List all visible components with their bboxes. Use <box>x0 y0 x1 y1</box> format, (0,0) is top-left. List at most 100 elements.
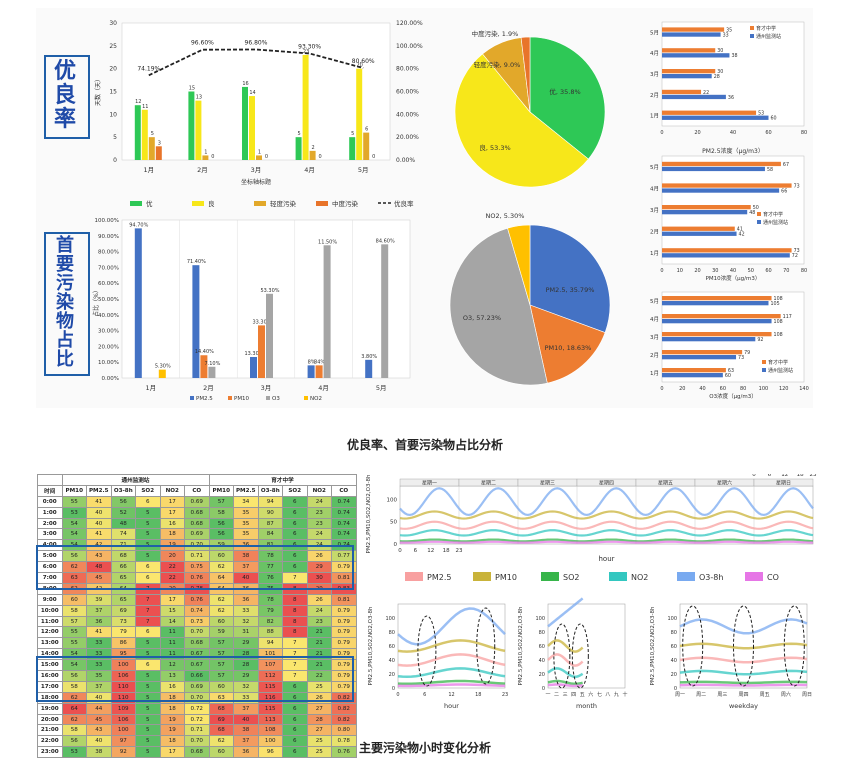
heatmap-cell: 0.79 <box>331 670 357 682</box>
day-label: 星期一 <box>422 481 437 487</box>
x-tick-label: 周一 <box>675 692 685 698</box>
bar-优 <box>242 86 248 160</box>
heatmap-cell: 5 <box>135 506 161 519</box>
heatmap-cell: 57 <box>208 637 234 650</box>
heatmap-cell: 40 <box>86 517 112 530</box>
series-line <box>399 487 814 517</box>
pie-slice <box>529 36 606 160</box>
hbar-value-label: 28 <box>714 74 720 80</box>
heatmap-cell: 6 <box>282 495 308 508</box>
x-tick-label: 周五 <box>760 692 770 698</box>
x-tick-label: 1月 <box>143 166 154 174</box>
x-tick-label: 2月 <box>197 166 208 174</box>
heatmap-cell: 69 <box>110 604 136 617</box>
series-line <box>547 597 584 628</box>
heatmap-cell: 8 <box>282 604 308 617</box>
legend-swatch <box>405 572 423 581</box>
heatmap-cell: 62 <box>208 604 234 617</box>
heatmap-col-header: CO <box>331 484 357 497</box>
x-tick-label: 18 <box>443 548 450 554</box>
legend-swatch <box>750 34 754 38</box>
heatmap-cell: 88 <box>257 626 283 639</box>
bar-轻度污染 <box>256 155 262 160</box>
heatmap-cell: 6 <box>282 517 308 530</box>
hbar-value-label: 38 <box>731 53 737 59</box>
heatmap-cell: 54 <box>61 648 87 661</box>
heatmap-cell: 59 <box>208 626 234 639</box>
heatmap-cell: 48 <box>110 517 136 530</box>
heatmap-time-cell: 2:00 <box>37 517 63 530</box>
y-tick-label: 80 <box>389 630 395 636</box>
primary-pollutant-side-label: 首要污染物占比 <box>45 236 85 369</box>
bar-良 <box>356 68 363 160</box>
x-tick-label-top: 6 <box>768 474 772 478</box>
x-axis-label: PM10浓度（μg/m3） <box>706 274 761 282</box>
x-tick-label: 100 <box>759 386 769 392</box>
heatmap-cell: 0.81 <box>331 593 357 606</box>
y-tick-label: 1月 <box>650 370 659 377</box>
heatmap-col-header: O3-8h <box>110 484 136 497</box>
heatmap-cell: 0.80 <box>331 724 357 737</box>
heatmap-header-row: 时间 PM10 PM2.5 O3-8h SO2 NO2 CO PM10 PM2.5 O3-8h SO… <box>37 484 357 497</box>
heatmap-cell: 11 <box>159 626 185 639</box>
y-tick-label: 30.00% <box>98 329 119 335</box>
line-value-label: 74.19% <box>137 65 160 72</box>
bar-value-label: 23 <box>303 49 309 55</box>
x-tick-label-top: 23 <box>810 474 817 478</box>
heatmap-cell: 5 <box>135 702 161 715</box>
side-label-char: 率 <box>53 107 76 132</box>
bar-value-label: 5 <box>351 131 354 137</box>
heatmap-cell: 90 <box>257 506 283 519</box>
pie-slice <box>529 304 606 384</box>
pie-label: 中度污染, 1.9% <box>472 29 519 38</box>
hbar-value-label: 108 <box>774 296 783 302</box>
heatmap-cell: 6 <box>282 702 308 715</box>
legend-label: O3 <box>272 396 280 402</box>
hbar-育才中学 <box>662 350 743 355</box>
heatmap-col-header: 时间 <box>37 484 63 497</box>
heatmap-col-header: SO2 <box>282 484 308 497</box>
legend-label: 优良率 <box>394 199 414 208</box>
x-tick-label: 4月 <box>318 384 329 392</box>
legend-swatch <box>266 396 270 400</box>
bar-value-label: 6 <box>365 127 368 133</box>
line-value-label: 96.60% <box>191 40 214 47</box>
bar-良 <box>302 54 309 160</box>
heatmap-cell: 41 <box>86 495 112 508</box>
y-tick-label: 60 <box>671 644 677 650</box>
y-tick-label: 100 <box>387 497 398 503</box>
good-rate-bar-chart: 0510152025300.00%20.00%40.00%60.00%80.00… <box>94 20 423 208</box>
bar-轻度污染 <box>148 137 155 160</box>
openair-hour-plot: 0 20 40 60 80 100 PM2.5,PM10,SO2,NO2,O3-8h 0 6 12… <box>368 603 508 710</box>
bar-O3 <box>208 366 216 378</box>
heatmap-cell: 6 <box>282 713 308 726</box>
x-axis-label: O3浓度（μg/m3） <box>709 392 757 400</box>
x-tick-label: 六 <box>588 691 593 698</box>
legend-swatch <box>745 572 763 581</box>
heatmap-cell: 6 <box>282 506 308 519</box>
bar-value-label: 13.30% <box>244 351 263 357</box>
y-axis-label: PM2.5,PM10,SO2,NO2,O3-8h <box>650 606 656 685</box>
heatmap-cell: 58 <box>208 506 234 519</box>
heatmap-row: 23:00 53 38 92 5 17 0.68 60 36 96 6 25 0.76 <box>37 746 357 759</box>
y-tick-label: 20.00% <box>98 344 119 350</box>
x-tick-label: 5月 <box>358 166 369 174</box>
y-tick-label: 0 <box>674 686 677 692</box>
heatmap-cell: 108 <box>257 724 283 737</box>
heatmap-cell: 33 <box>86 637 112 650</box>
heatmap-cell: 55 <box>61 626 87 639</box>
good-rate-frame <box>44 55 90 139</box>
heatmap-row: 16:00 56 35 106 5 13 0.66 57 29 112 7 22 0.79 <box>37 670 357 682</box>
chart-title: PM2.5浓度（μg/m3） <box>702 147 764 155</box>
bar-O3 <box>323 245 331 378</box>
y-tick-label: 4月 <box>650 50 659 57</box>
heatmap-cell: 37 <box>86 680 112 693</box>
hbar-value-label: 36 <box>728 95 734 101</box>
openair-legend: PM2.5 PM10 SO2 NO2 O3-8h CO <box>405 572 779 582</box>
pie-slice <box>449 227 548 386</box>
y-tick-label: 5 <box>113 134 117 141</box>
series-line <box>679 618 808 635</box>
heatmap-cell: 35 <box>233 528 259 541</box>
legend-label: 通州监测站 <box>768 367 793 374</box>
